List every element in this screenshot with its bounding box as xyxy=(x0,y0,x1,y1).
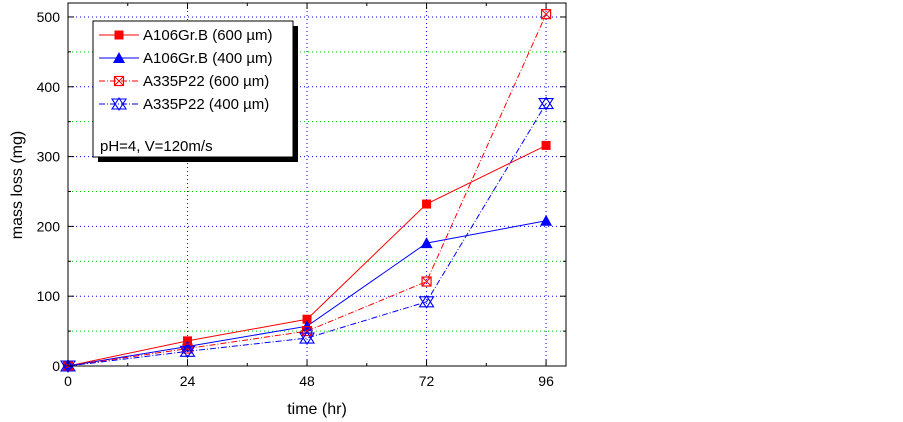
y-tick-label-500: 500 xyxy=(37,9,61,25)
x-tick-label-48: 48 xyxy=(299,373,315,389)
data-point-s1-48 xyxy=(302,314,312,324)
y-axis-title: mass loss (mg) xyxy=(9,131,26,239)
y-tick-label-100: 100 xyxy=(37,288,61,304)
grid-lines xyxy=(68,3,566,366)
legend-box xyxy=(92,20,294,158)
data-point-s2-96 xyxy=(540,214,553,226)
plot-frame xyxy=(67,2,567,367)
legend-label-3: A335P22 (600 µm) xyxy=(143,73,269,90)
data-point-s4-48 xyxy=(299,331,316,346)
legend-entries: A106Gr.B (600 µm) A106Gr.B (400 µm) A335P2… xyxy=(99,27,273,113)
y-tick-label-300: 300 xyxy=(37,149,61,165)
legend-annotation: pH=4, V=120m/s xyxy=(100,138,213,155)
series-line-4 xyxy=(67,103,547,367)
data-point-s3-96 xyxy=(540,9,552,20)
y-tick-label-0: 0 xyxy=(52,358,60,374)
legend-label-2: A106Gr.B (400 µm) xyxy=(143,50,273,67)
data-point-s3-72 xyxy=(421,276,432,287)
legend-marker-1 xyxy=(114,30,124,40)
legend-marker-4 xyxy=(110,96,128,112)
axis-ticks xyxy=(67,3,566,367)
x-axis-title: time (hr) xyxy=(287,401,347,418)
legend: A106Gr.B (600 µm) A106Gr.B (400 µm) A335P2… xyxy=(92,20,298,162)
data-point-s1-72 xyxy=(422,199,432,209)
y-tick-label-400: 400 xyxy=(37,79,61,95)
x-tick-label-72: 72 xyxy=(419,373,435,389)
legend-marker-3 xyxy=(113,75,125,87)
data-point-s4-24 xyxy=(179,344,196,359)
data-point-s1-96 xyxy=(541,140,551,150)
tick-labels: 0 24 48 72 96 0 100 200 300 400 500 xyxy=(37,9,554,389)
data-point-s2-72 xyxy=(420,237,433,249)
series-markers xyxy=(59,9,555,374)
x-tick-label-24: 24 xyxy=(180,373,196,389)
legend-label-1: A106Gr.B (600 µm) xyxy=(143,27,273,44)
legend-marker-2 xyxy=(113,52,125,63)
data-point-s4-72 xyxy=(418,294,435,309)
x-tick-label-0: 0 xyxy=(64,373,72,389)
x-tick-label-96: 96 xyxy=(538,373,554,389)
legend-label-4: A335P22 (400 µm) xyxy=(143,96,269,113)
series-line-3 xyxy=(67,13,547,367)
data-point-s4-96 xyxy=(538,96,555,111)
y-tick-label-200: 200 xyxy=(37,218,61,234)
data-point-s3-24 xyxy=(182,343,193,354)
